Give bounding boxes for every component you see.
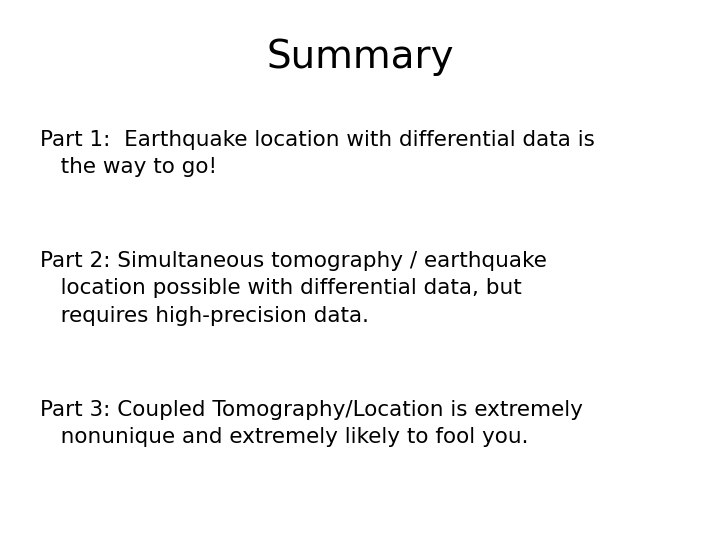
Text: Summary: Summary: [266, 38, 454, 76]
Text: Part 2: Simultaneous tomography / earthquake
   location possible with different: Part 2: Simultaneous tomography / earthq…: [40, 251, 546, 326]
Text: Part 1:  Earthquake location with differential data is
   the way to go!: Part 1: Earthquake location with differe…: [40, 130, 595, 177]
Text: Part 3: Coupled Tomography/Location is extremely
   nonunique and extremely like: Part 3: Coupled Tomography/Location is e…: [40, 400, 582, 447]
